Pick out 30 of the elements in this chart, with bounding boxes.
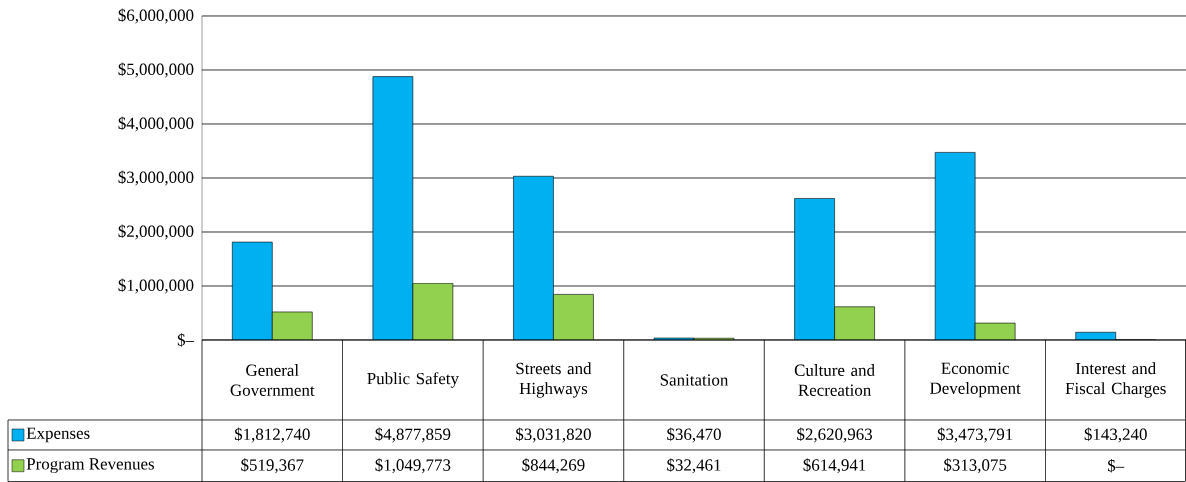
data-label: $32,461	[667, 458, 721, 474]
data-label: $313,075	[944, 458, 1007, 474]
y-tick-label: $3,000,000	[118, 170, 194, 186]
x-tick-label: General Government	[230, 364, 315, 396]
data-label: $614,941	[803, 458, 866, 474]
y-tick-label: $2,000,000	[118, 224, 194, 240]
legend-label: Expenses	[26, 427, 90, 443]
data-label: $36,470	[667, 427, 721, 443]
x-tick-label: Culture and Recreation	[794, 364, 875, 396]
data-label: $1,049,773	[375, 458, 451, 474]
data-label: $143,240	[1084, 427, 1147, 443]
data-label: $2,620,963	[797, 427, 873, 443]
data-label: $4,877,859	[375, 427, 451, 443]
y-tick-label: $4,000,000	[118, 116, 194, 132]
x-tick-label: Economic Development	[930, 362, 1021, 398]
data-label: $519,367	[241, 458, 304, 474]
y-tick-label: $1,000,000	[118, 278, 194, 294]
data-label: $844,269	[522, 458, 585, 474]
x-tick-label: Public Safety	[367, 372, 459, 388]
legend-label: Program Revenues	[26, 458, 155, 474]
x-tick-label: Streets and Highways	[516, 362, 592, 398]
data-label: $3,473,791	[937, 427, 1013, 443]
y-tick-label: $5,000,000	[118, 62, 194, 78]
data-label: $1,812,740	[234, 427, 310, 443]
y-tick-label: $–	[177, 333, 195, 347]
x-tick-label: Interest and Fiscal Charges	[1065, 362, 1166, 398]
y-tick-label: $6,000,000	[118, 8, 194, 24]
data-label: $3,031,820	[516, 427, 591, 443]
x-tick-label: Sanitation	[660, 374, 729, 386]
data-label: $–	[1107, 458, 1125, 473]
